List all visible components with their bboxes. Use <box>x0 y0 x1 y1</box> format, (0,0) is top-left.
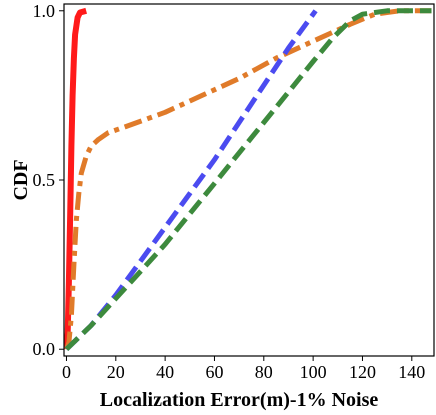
x-tick-label: 60 <box>205 362 223 382</box>
x-axis-label: Localization Error(m)-1% Noise <box>100 389 379 411</box>
y-tick-label: 0.5 <box>33 170 56 190</box>
x-tick-label: 40 <box>156 362 174 382</box>
x-tick-label: 140 <box>398 362 425 382</box>
x-tick-label: 120 <box>349 362 376 382</box>
x-tick-label: 80 <box>255 362 273 382</box>
y-axis-label: CDF <box>10 159 32 200</box>
x-tick-label: 20 <box>107 362 125 382</box>
x-tick-label: 100 <box>300 362 327 382</box>
series-lines <box>64 7 432 352</box>
plot-frame <box>63 3 435 357</box>
y-tick-label: 0.0 <box>33 339 56 359</box>
series-line-1 <box>64 7 87 350</box>
x-tick-label: 0 <box>62 362 71 382</box>
x-axis-ticks: 0 20 40 60 80 100 120 140 <box>62 356 425 382</box>
series-line-4 <box>64 8 432 352</box>
series-line-3 <box>64 9 318 352</box>
y-tick-label: 1.0 <box>33 1 56 21</box>
series-line-2 <box>64 8 432 351</box>
y-axis-ticks: 0.0 0.5 1.0 <box>33 1 64 359</box>
